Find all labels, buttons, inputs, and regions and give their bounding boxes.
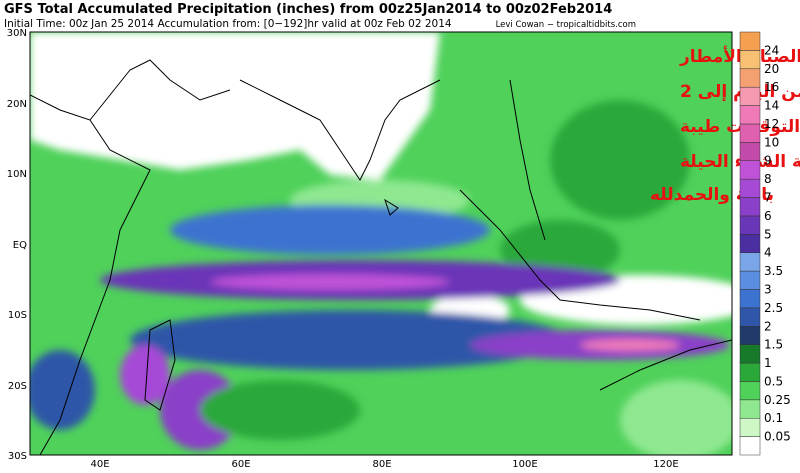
title: GFS Total Accumulated Precipitation (inc… xyxy=(4,2,612,17)
colorbar-label: 8 xyxy=(764,172,772,186)
colorbar-box xyxy=(739,105,761,125)
colorbar-label: 1.5 xyxy=(764,338,783,352)
lat-label: EQ xyxy=(13,240,27,251)
colorbar-label: 5 xyxy=(764,227,772,241)
lat-label: 20N xyxy=(7,99,27,110)
colorbar-box xyxy=(739,344,761,364)
colorbar: 0.05 0.1 0.25 0.5 1 1.5 2 2.5 3 3.5 4 5 6 7 8 9 10 12 14 16… xyxy=(739,31,791,456)
colorbar-label: 2.5 xyxy=(764,301,783,315)
subtitle: Initial Time: 00z Jan 25 2014 Accumulati… xyxy=(4,18,452,30)
colorbar-box xyxy=(739,31,761,51)
lat-labels: 30N 20N 10N EQ 10S 20S 30S xyxy=(7,28,27,462)
colorbar-box xyxy=(739,417,761,437)
colorbar-box xyxy=(739,436,761,456)
colorbar-box xyxy=(739,86,761,106)
lat-label: 10S xyxy=(8,310,27,321)
lat-label: 30N xyxy=(7,28,27,39)
colorbar-box xyxy=(739,215,761,235)
colorbar-box xyxy=(739,362,761,382)
lat-label: 10N xyxy=(7,169,27,180)
colorbar-box xyxy=(739,234,761,253)
colorbar-box xyxy=(739,381,761,401)
lon-label: 120E xyxy=(653,459,678,470)
colorbar-box xyxy=(739,50,761,70)
colorbar-label: 3 xyxy=(764,282,772,296)
colorbar-box xyxy=(739,252,761,272)
colorbar-box xyxy=(739,289,761,309)
colorbar-box xyxy=(739,197,761,217)
colorbar-label: 0.25 xyxy=(764,393,791,407)
coastlines xyxy=(30,59,732,455)
colorbar-label: 2 xyxy=(764,319,772,333)
colorbar-label: 0.1 xyxy=(764,411,783,425)
overlay-text: تتحدث الصباح الأمطار xyxy=(679,46,800,67)
colorbar-box xyxy=(739,326,761,345)
colorbar-box xyxy=(739,142,761,161)
colorbar-label: 12 xyxy=(764,117,779,131)
colorbar-label: 10 xyxy=(764,135,779,149)
colorbar-box xyxy=(739,160,761,180)
map-frame xyxy=(29,31,733,456)
colorbar-box xyxy=(739,178,761,198)
colorbar-label: 20 xyxy=(764,62,779,76)
colorbar-label: 6 xyxy=(764,209,772,223)
colorbar-label: 0.05 xyxy=(764,430,791,444)
lon-label: 60E xyxy=(231,459,250,470)
lon-label: 40E xyxy=(90,459,109,470)
colorbar-label: 0.5 xyxy=(764,374,783,388)
colorbar-label: 9 xyxy=(764,154,772,168)
colorbar-box xyxy=(739,399,761,419)
credit: Levi Cowan − tropicaltidbits.com xyxy=(496,20,636,30)
colorbar-label: 3.5 xyxy=(764,264,783,278)
colorbar-box xyxy=(739,123,761,143)
colorbar-label: 24 xyxy=(764,43,779,57)
colorbar-label: 1 xyxy=(764,356,772,370)
colorbar-label: 7 xyxy=(764,191,772,205)
precip-map xyxy=(30,32,732,455)
lat-label: 20S xyxy=(8,381,27,392)
lon-labels: 40E 60E 80E 100E 120E xyxy=(90,459,678,470)
colorbar-label: 4 xyxy=(764,246,772,260)
colorbar-box xyxy=(739,307,761,327)
lat-label: 30S xyxy=(8,451,27,462)
lon-label: 100E xyxy=(512,459,537,470)
colorbar-label: 14 xyxy=(764,99,779,113)
colorbar-box xyxy=(739,270,761,290)
colorbar-box xyxy=(739,68,761,88)
lon-label: 80E xyxy=(372,459,391,470)
colorbar-label: 16 xyxy=(764,80,779,94)
